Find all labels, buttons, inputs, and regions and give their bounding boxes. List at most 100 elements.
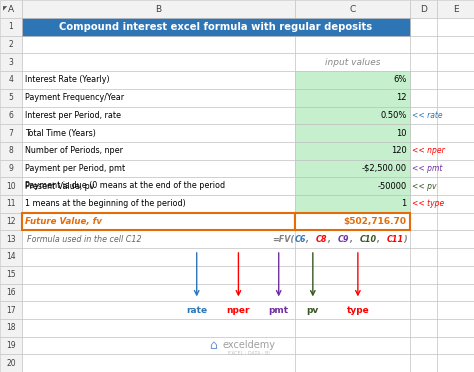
- Text: 17: 17: [6, 305, 16, 315]
- Bar: [410, 89, 437, 106]
- Bar: [0, 266, 22, 283]
- Text: C11: C11: [387, 235, 404, 244]
- Bar: [295, 106, 410, 124]
- Bar: [0, 177, 22, 195]
- Bar: [437, 36, 474, 54]
- Text: 14: 14: [6, 253, 16, 262]
- Bar: [22, 230, 295, 248]
- Bar: [22, 71, 295, 89]
- Bar: [410, 124, 437, 142]
- Bar: [295, 195, 410, 213]
- Text: 3: 3: [9, 58, 13, 67]
- Bar: [410, 248, 437, 266]
- Bar: [437, 195, 474, 213]
- Bar: [22, 213, 295, 230]
- Bar: [295, 177, 410, 195]
- Bar: [22, 89, 295, 106]
- Text: Payment is due (0 means at the end of the period: Payment is due (0 means at the end of th…: [25, 181, 226, 190]
- Text: Future Value, fv: Future Value, fv: [25, 217, 102, 226]
- Bar: [437, 124, 474, 142]
- Text: 12: 12: [6, 217, 16, 226]
- Text: Interest Rate (Yearly): Interest Rate (Yearly): [25, 76, 110, 84]
- Bar: [410, 18, 437, 36]
- Bar: [437, 0, 474, 18]
- Text: ): ): [403, 235, 407, 244]
- Text: C: C: [349, 4, 356, 13]
- Text: 16: 16: [6, 288, 16, 297]
- Bar: [22, 18, 295, 36]
- Bar: [295, 124, 410, 142]
- Bar: [0, 354, 22, 372]
- Text: 12: 12: [396, 93, 407, 102]
- Bar: [437, 160, 474, 177]
- Text: C8: C8: [316, 235, 328, 244]
- Bar: [22, 160, 295, 177]
- Bar: [295, 248, 410, 266]
- Bar: [0, 106, 22, 124]
- Text: 0.50%: 0.50%: [380, 111, 407, 120]
- Bar: [0, 283, 22, 301]
- Text: pv: pv: [307, 305, 319, 315]
- Bar: [0, 248, 22, 266]
- Bar: [295, 142, 410, 160]
- Bar: [22, 124, 295, 142]
- Bar: [295, 213, 410, 230]
- Bar: [295, 89, 410, 106]
- Text: 7: 7: [9, 129, 13, 138]
- Bar: [0, 319, 22, 337]
- Bar: [295, 18, 410, 36]
- Text: << nper: << nper: [412, 146, 445, 155]
- Bar: [295, 106, 410, 124]
- Bar: [295, 54, 410, 71]
- Bar: [295, 319, 410, 337]
- Bar: [410, 337, 437, 354]
- Bar: [0, 160, 22, 177]
- Text: Total Time (Years): Total Time (Years): [25, 129, 96, 138]
- Bar: [410, 54, 437, 71]
- Text: input values: input values: [325, 58, 380, 67]
- Text: rate: rate: [186, 305, 207, 315]
- Bar: [410, 177, 437, 195]
- Bar: [437, 319, 474, 337]
- Bar: [437, 266, 474, 283]
- Bar: [410, 195, 437, 213]
- Bar: [0, 18, 22, 36]
- Bar: [437, 301, 474, 319]
- Text: -$2,500.00: -$2,500.00: [362, 164, 407, 173]
- Text: ,: ,: [305, 235, 311, 244]
- Bar: [22, 36, 295, 54]
- Bar: [22, 354, 295, 372]
- Text: 9: 9: [9, 164, 13, 173]
- Bar: [295, 283, 410, 301]
- Text: 20: 20: [6, 359, 16, 368]
- Bar: [410, 106, 437, 124]
- Text: ,: ,: [376, 235, 382, 244]
- Bar: [437, 213, 474, 230]
- Bar: [0, 142, 22, 160]
- Text: Payment per Period, pmt: Payment per Period, pmt: [25, 164, 126, 173]
- Text: type: type: [346, 305, 369, 315]
- Bar: [22, 337, 295, 354]
- Bar: [22, 54, 295, 71]
- Bar: [0, 301, 22, 319]
- Bar: [22, 266, 295, 283]
- Text: ⌂: ⌂: [210, 339, 217, 352]
- Bar: [22, 301, 295, 319]
- Bar: [410, 283, 437, 301]
- Bar: [410, 36, 437, 54]
- Bar: [437, 142, 474, 160]
- Text: Payment Frequency/Year: Payment Frequency/Year: [25, 93, 125, 102]
- Text: 1 means at the beginning of the period): 1 means at the beginning of the period): [25, 199, 186, 208]
- Text: Present Value, pv: Present Value, pv: [25, 182, 95, 190]
- Bar: [410, 230, 437, 248]
- Text: << rate: << rate: [412, 111, 443, 120]
- Bar: [295, 89, 410, 106]
- Text: C10: C10: [360, 235, 377, 244]
- Text: 2: 2: [9, 40, 13, 49]
- Bar: [410, 142, 437, 160]
- Bar: [437, 71, 474, 89]
- Text: E: E: [453, 4, 458, 13]
- Bar: [22, 18, 410, 36]
- Text: ,: ,: [349, 235, 355, 244]
- Text: Number of Periods, nper: Number of Periods, nper: [25, 146, 123, 155]
